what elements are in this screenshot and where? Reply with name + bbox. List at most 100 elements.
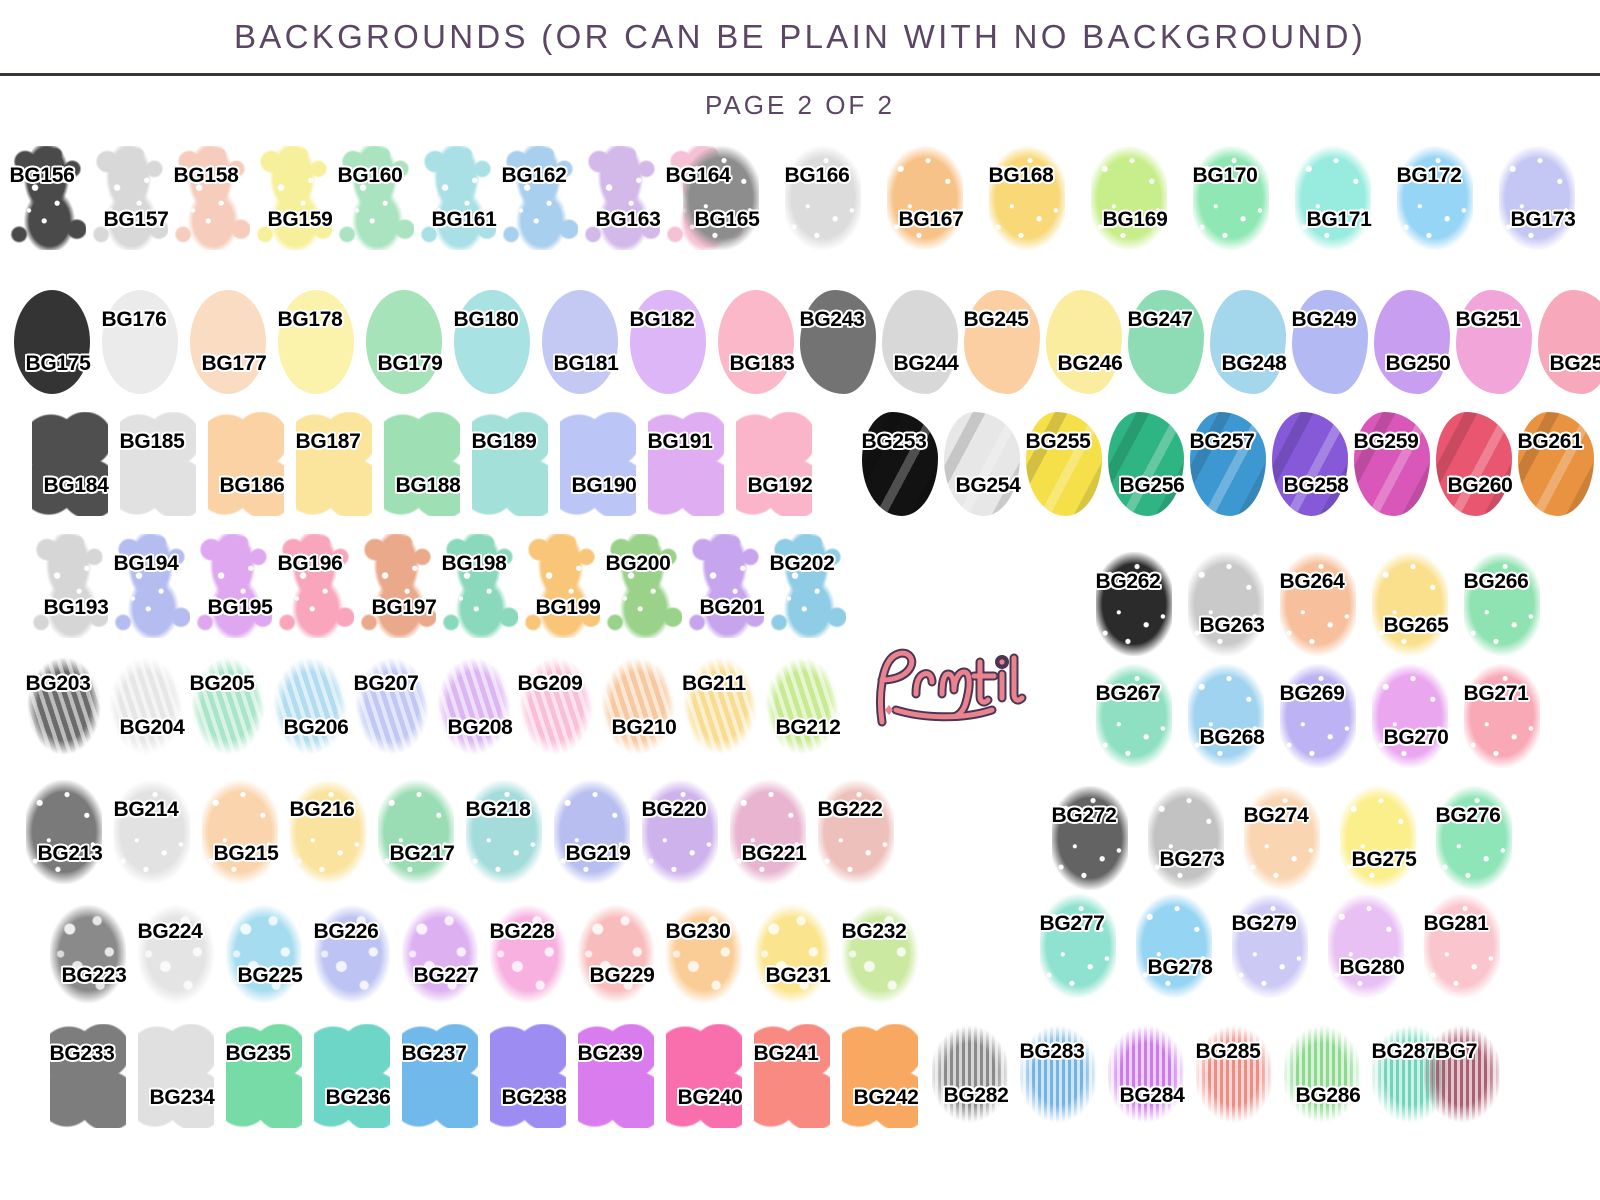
- swatch-bg240[interactable]: BG240: [666, 1024, 743, 1128]
- swatch-bg275[interactable]: BG275: [1340, 786, 1417, 890]
- swatch-bg157[interactable]: BG157: [92, 146, 169, 250]
- swatch-bg178[interactable]: BG178: [277, 290, 354, 394]
- swatch-bg212[interactable]: BG212: [764, 654, 841, 758]
- swatch-bg224[interactable]: BG224: [137, 902, 214, 1006]
- swatch-bg233[interactable]: BG233: [49, 1024, 126, 1128]
- swatch-bg220[interactable]: BG220: [641, 780, 718, 884]
- swatch-bg214[interactable]: BG214: [113, 780, 190, 884]
- swatch-bg264[interactable]: BG264: [1279, 552, 1356, 656]
- swatch-bg253[interactable]: BG253: [861, 412, 938, 516]
- swatch-bg209[interactable]: BG209: [517, 654, 594, 758]
- swatch-bg172[interactable]: BG172: [1396, 146, 1473, 250]
- swatch-bg190[interactable]: BG190: [560, 412, 637, 516]
- swatch-bg200[interactable]: BG200: [605, 534, 682, 638]
- swatch-bg217[interactable]: BG217: [378, 780, 455, 884]
- swatch-bg281[interactable]: BG281: [1423, 894, 1500, 998]
- swatch-bg242[interactable]: BG242: [842, 1024, 919, 1128]
- swatch-bg202[interactable]: BG202: [769, 534, 846, 638]
- swatch-bg249[interactable]: BG249: [1291, 290, 1368, 394]
- swatch-bg211[interactable]: BG211: [682, 654, 758, 758]
- swatch-bg221[interactable]: BG221: [730, 780, 807, 884]
- swatch-bg286[interactable]: BG286: [1284, 1022, 1361, 1126]
- swatch-bg156[interactable]: BG156: [9, 146, 86, 250]
- swatch-bg234[interactable]: BG234: [138, 1024, 215, 1128]
- swatch-bg261[interactable]: BG261: [1517, 412, 1594, 516]
- swatch-bg208[interactable]: BG208: [436, 654, 513, 758]
- swatch-bg270[interactable]: BG270: [1372, 664, 1449, 768]
- swatch-bg236[interactable]: BG236: [314, 1024, 391, 1128]
- swatch-bg177[interactable]: BG177: [190, 290, 267, 394]
- swatch-bg245[interactable]: BG245: [963, 290, 1040, 394]
- swatch-bg185[interactable]: BG185: [119, 412, 196, 516]
- swatch-bg180[interactable]: BG180: [453, 290, 530, 394]
- swatch-bg231[interactable]: BG231: [754, 902, 831, 1006]
- swatch-bg269[interactable]: BG269: [1279, 664, 1356, 768]
- swatch-bg176[interactable]: BG176: [101, 290, 178, 394]
- swatch-bg189[interactable]: BG189: [471, 412, 548, 516]
- swatch-bg201[interactable]: BG201: [688, 534, 765, 638]
- swatch-bg277[interactable]: BG277: [1039, 894, 1116, 998]
- swatch-bg251[interactable]: BG251: [1455, 290, 1532, 394]
- swatch-bg193[interactable]: BG193: [32, 534, 109, 638]
- swatch-bg285[interactable]: BG285: [1195, 1022, 1272, 1126]
- swatch-bg229[interactable]: BG229: [578, 902, 655, 1006]
- swatch-bg252[interactable]: BG252: [1538, 290, 1600, 394]
- swatch-bg241[interactable]: BG241: [753, 1024, 830, 1128]
- swatch-bg215[interactable]: BG215: [202, 780, 279, 884]
- swatch-bg207[interactable]: BG207: [353, 654, 430, 758]
- swatch-bg192[interactable]: BG192: [736, 412, 813, 516]
- swatch-bg258[interactable]: BG258: [1272, 412, 1349, 516]
- swatch-bg268[interactable]: BG268: [1188, 664, 1265, 768]
- swatch-bg173[interactable]: BG173: [1499, 146, 1576, 250]
- swatch-bg158[interactable]: BG158: [173, 146, 250, 250]
- swatch-bg248[interactable]: BG248: [1210, 290, 1287, 394]
- swatch-bg188[interactable]: BG188: [384, 412, 461, 516]
- swatch-bg216[interactable]: BG216: [289, 780, 366, 884]
- swatch-bg213[interactable]: BG213: [26, 780, 103, 884]
- swatch-bg204[interactable]: BG204: [108, 654, 185, 758]
- swatch-bg196[interactable]: BG196: [277, 534, 354, 638]
- swatch-bg230[interactable]: BG230: [665, 902, 742, 1006]
- swatch-bg246[interactable]: BG246: [1046, 290, 1123, 394]
- swatch-bg183[interactable]: BG183: [718, 290, 795, 394]
- swatch-bg195[interactable]: BG195: [196, 534, 273, 638]
- swatch-bg167[interactable]: BG167: [887, 146, 964, 250]
- swatch-bg244[interactable]: BG244: [882, 290, 959, 394]
- swatch-bg228[interactable]: BG228: [489, 902, 566, 1006]
- swatch-bg259[interactable]: BG259: [1353, 412, 1430, 516]
- swatch-bg225[interactable]: BG225: [226, 902, 303, 1006]
- swatch-bg250[interactable]: BG250: [1374, 290, 1451, 394]
- swatch-bg168[interactable]: BG168: [988, 146, 1065, 250]
- swatch-bg199[interactable]: BG199: [524, 534, 601, 638]
- swatch-bg194[interactable]: BG194: [113, 534, 190, 638]
- swatch-bg170[interactable]: BG170: [1192, 146, 1269, 250]
- swatch-bg179[interactable]: BG179: [366, 290, 443, 394]
- swatch-bg262[interactable]: BG262: [1095, 552, 1172, 656]
- swatch-bg239[interactable]: BG239: [577, 1024, 654, 1128]
- swatch-bg282[interactable]: BG282: [932, 1022, 1009, 1126]
- swatch-bg163[interactable]: BG163: [584, 146, 661, 250]
- swatch-bg205[interactable]: BG205: [189, 654, 266, 758]
- swatch-bg274[interactable]: BG274: [1243, 786, 1320, 890]
- swatch-bg7[interactable]: BG7: [1424, 1022, 1500, 1126]
- swatch-bg222[interactable]: BG222: [817, 780, 894, 884]
- swatch-bg169[interactable]: BG169: [1091, 146, 1168, 250]
- swatch-bg256[interactable]: BG256: [1108, 412, 1185, 516]
- swatch-bg182[interactable]: BG182: [629, 290, 706, 394]
- swatch-bg260[interactable]: BG260: [1436, 412, 1513, 516]
- swatch-bg198[interactable]: BG198: [441, 534, 518, 638]
- swatch-bg243[interactable]: BG243: [799, 290, 876, 394]
- swatch-bg257[interactable]: BG257: [1189, 412, 1266, 516]
- swatch-bg272[interactable]: BG272: [1051, 786, 1128, 890]
- swatch-bg171[interactable]: BG171: [1295, 146, 1372, 250]
- swatch-bg237[interactable]: BG237: [401, 1024, 478, 1128]
- swatch-bg280[interactable]: BG280: [1328, 894, 1405, 998]
- swatch-bg218[interactable]: BG218: [465, 780, 542, 884]
- swatch-bg181[interactable]: BG181: [542, 290, 619, 394]
- swatch-bg235[interactable]: BG235: [225, 1024, 302, 1128]
- swatch-bg263[interactable]: BG263: [1188, 552, 1265, 656]
- swatch-bg160[interactable]: BG160: [337, 146, 414, 250]
- swatch-bg255[interactable]: BG255: [1025, 412, 1102, 516]
- swatch-bg267[interactable]: BG267: [1095, 664, 1172, 768]
- swatch-bg226[interactable]: BG226: [313, 902, 390, 1006]
